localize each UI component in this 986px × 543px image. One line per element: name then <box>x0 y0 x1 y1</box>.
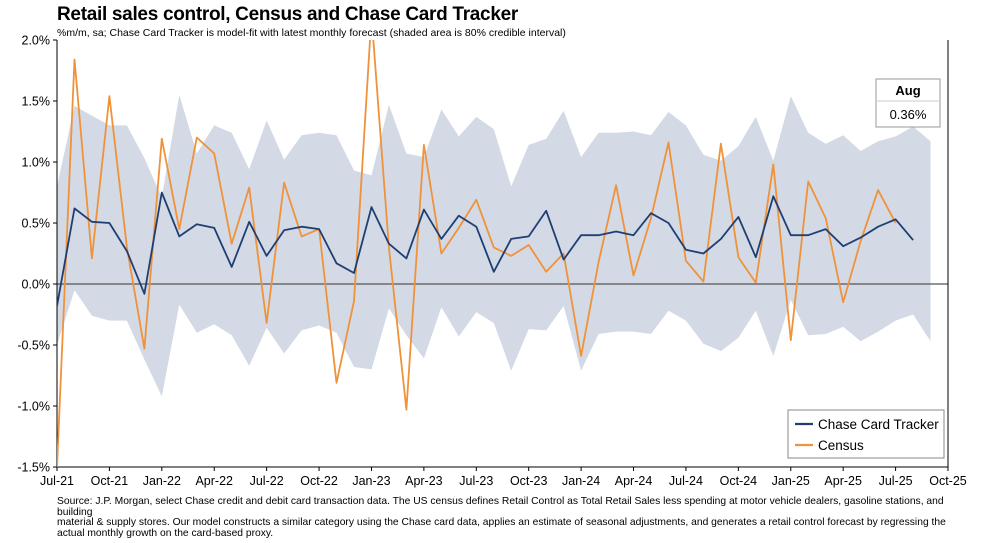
callout-label: Aug <box>895 83 920 98</box>
legend-label-census: Census <box>818 438 864 453</box>
tracker-series <box>57 191 914 307</box>
legend-label-tracker: Chase Card Tracker <box>818 417 939 432</box>
x-tick-label: Jul-24 <box>669 474 703 488</box>
x-tick-label: Jan-25 <box>772 474 810 488</box>
x-tick-label: Oct-21 <box>91 474 129 488</box>
y-tick-label: -1.0% <box>17 400 50 414</box>
x-tick-label: Apr-22 <box>195 474 233 488</box>
y-tick-label: 2.0% <box>22 34 51 48</box>
y-tick-label: 1.5% <box>22 95 51 109</box>
x-tick-label: Jul-21 <box>40 474 74 488</box>
chart-subtitle: %m/m, sa; Chase Card Tracker is model-fi… <box>57 27 566 39</box>
x-tick-label: Jan-24 <box>562 474 600 488</box>
chart-title: Retail sales control, Census and Chase C… <box>57 4 518 25</box>
x-tick-label: Apr-23 <box>405 474 443 488</box>
axes <box>56 40 949 468</box>
footnote-line: Source: J.P. Morgan, select Chase credit… <box>57 496 944 518</box>
x-tick-label: Jan-23 <box>352 474 390 488</box>
census-series <box>57 40 897 467</box>
footnote-line: material & supply stores. Our model cons… <box>57 517 946 528</box>
x-tick-label: Oct-25 <box>929 474 967 488</box>
x-tick-label: Jul-25 <box>879 474 913 488</box>
footnote-line: actual monthly growth on the card-based … <box>57 527 274 539</box>
x-tick-label: Oct-24 <box>720 474 758 488</box>
source-footnote: Source: J.P. Morgan, select Chase credit… <box>57 496 962 539</box>
y-tick-label: 0.5% <box>22 217 51 231</box>
y-axis-ticks: -1.5% -1.0% -0.5% 0.0% 0.5% 1.0% 1.5% 2.0% <box>17 34 57 475</box>
x-tick-label: Apr-24 <box>615 474 653 488</box>
x-tick-label: Apr-25 <box>824 474 862 488</box>
callout-box <box>875 78 941 128</box>
x-tick-label: Oct-22 <box>300 474 338 488</box>
callout-value: 0.36% <box>890 107 927 122</box>
x-tick-label: Oct-23 <box>510 474 548 488</box>
legend-box <box>787 409 945 459</box>
y-tick-label: -1.5% <box>17 461 50 475</box>
legend: Chase Card Tracker Census <box>787 409 945 459</box>
y-tick-label: 1.0% <box>22 156 51 170</box>
latest-forecast-callout: Aug 0.36% <box>875 78 941 128</box>
x-axis-ticks: Jul-21 Oct-21 Jan-22 Apr-22 Jul-22 Oct-22 Jan-… <box>40 467 967 488</box>
x-tick-label: Jul-23 <box>459 474 493 488</box>
x-tick-label: Jul-22 <box>250 474 284 488</box>
y-tick-label: -0.5% <box>17 339 50 353</box>
tracker-line <box>57 191 914 307</box>
y-tick-label: 0.0% <box>22 278 51 292</box>
x-tick-label: Jan-22 <box>143 474 181 488</box>
